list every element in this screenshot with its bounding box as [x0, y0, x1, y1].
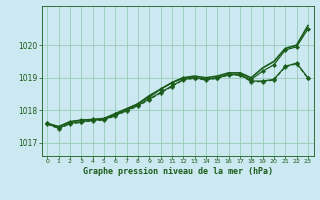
X-axis label: Graphe pression niveau de la mer (hPa): Graphe pression niveau de la mer (hPa)	[83, 167, 273, 176]
